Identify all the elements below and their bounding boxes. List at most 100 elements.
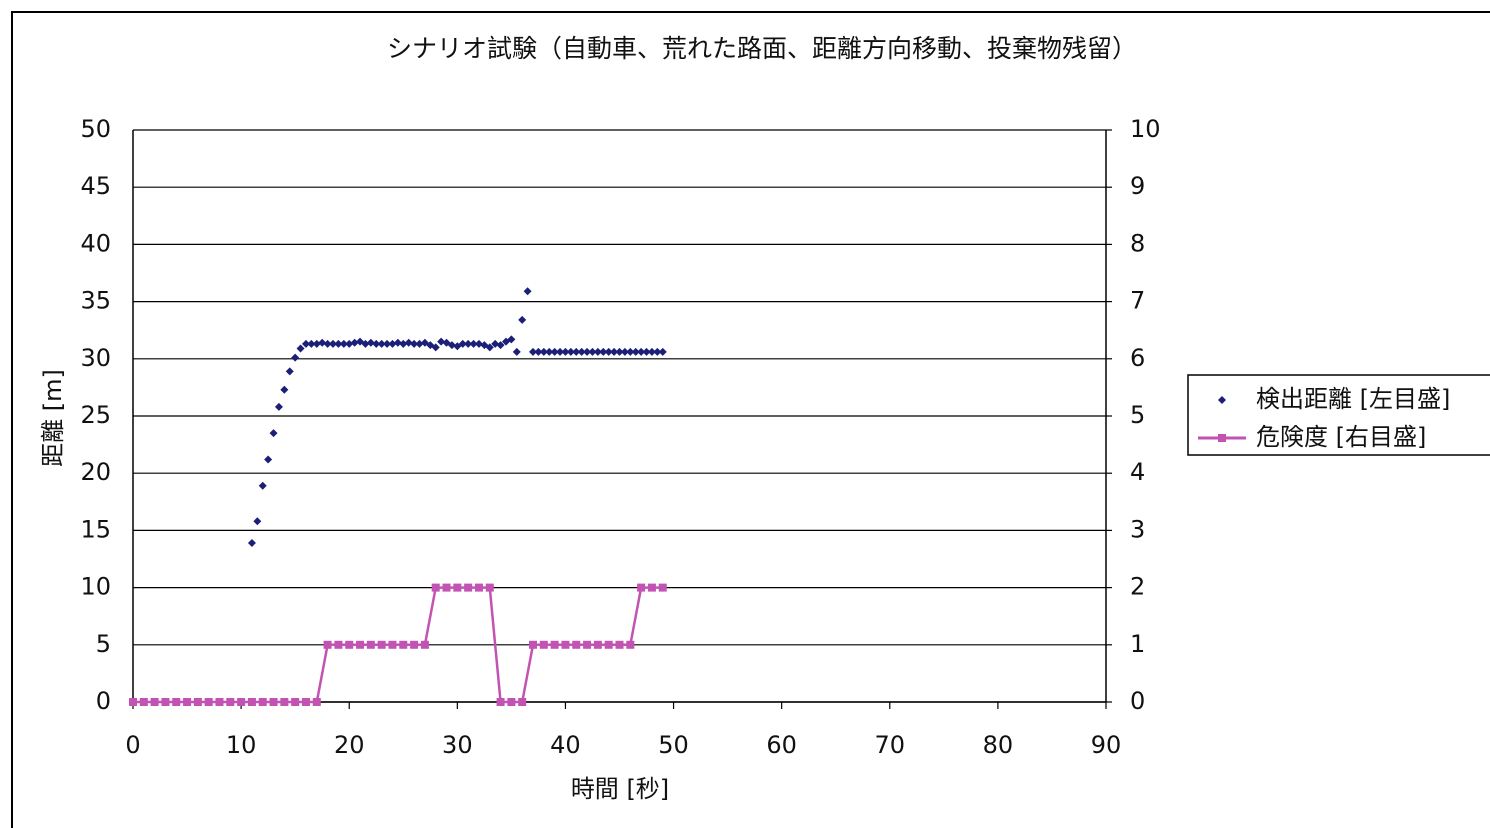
scatter-point (545, 347, 554, 356)
scatter-point (377, 339, 386, 348)
frame (11, 11, 1490, 828)
scatter-point (496, 341, 505, 350)
line-marker (453, 583, 462, 592)
y-tick-label: 20 (80, 458, 111, 486)
scatter-point (307, 339, 316, 348)
line-marker (312, 698, 321, 706)
scatter-point (388, 339, 397, 348)
line-marker (518, 698, 527, 706)
scatter-point (572, 347, 581, 356)
x-tick-label: 60 (766, 731, 797, 759)
x-tick-label: 0 (125, 731, 140, 759)
legend-marker (1218, 434, 1226, 442)
line-marker (139, 698, 148, 706)
x-tick-label: 80 (983, 731, 1014, 759)
scatter-point (399, 339, 408, 348)
line-marker (334, 640, 343, 649)
scatter-point (518, 315, 527, 324)
y2-tick-label: 6 (1130, 344, 1145, 372)
line-marker (420, 640, 429, 649)
line-marker (507, 698, 516, 706)
line-marker (550, 640, 559, 649)
scatter-point (345, 339, 354, 348)
x-tick-label: 30 (442, 731, 473, 759)
y2-tick-label: 0 (1130, 687, 1145, 715)
scatter-point (610, 347, 619, 356)
line-marker (247, 698, 256, 706)
scatter-point (372, 339, 381, 348)
scatter-point (339, 339, 348, 348)
line-marker (626, 640, 635, 649)
scatter-point (599, 347, 608, 356)
x-tick-label: 50 (658, 731, 689, 759)
scatter-point (361, 339, 370, 348)
line-marker (366, 640, 375, 649)
line-marker (258, 698, 267, 706)
line-marker (485, 583, 494, 592)
scatter-point (539, 347, 548, 356)
scatter-point (253, 517, 262, 526)
line-marker (593, 640, 602, 649)
y-tick-label: 0 (96, 687, 111, 715)
scatter-point (588, 347, 597, 356)
y2-tick-label: 10 (1130, 115, 1161, 143)
scatter-point (631, 347, 640, 356)
line-marker (561, 640, 570, 649)
scatter-point (474, 339, 483, 348)
y2-tick-label: 3 (1130, 515, 1145, 543)
line-marker (193, 698, 202, 706)
y-tick-label: 30 (80, 344, 111, 372)
scatter-point (269, 429, 278, 438)
scatter-point (658, 347, 667, 356)
scatter-point (247, 538, 256, 547)
y2-tick-label: 2 (1130, 573, 1145, 601)
line-marker (442, 583, 451, 592)
line-marker (161, 698, 170, 706)
scatter-point (280, 385, 289, 394)
scatter-point (318, 338, 327, 347)
line-marker (647, 583, 656, 592)
line-marker (356, 640, 365, 649)
line-marker (399, 640, 408, 649)
line-marker (129, 698, 137, 706)
scatter-point (404, 338, 413, 347)
scatter-point (593, 347, 602, 356)
scatter-point (334, 339, 343, 348)
scatter-point (464, 339, 473, 348)
y2-tick-label: 1 (1130, 630, 1145, 658)
y-tick-label: 5 (96, 630, 111, 658)
line-marker (583, 640, 592, 649)
y-tick-label: 15 (80, 515, 111, 543)
scatter-point (653, 347, 662, 356)
line-marker (410, 640, 419, 649)
chart-title: シナリオ試験（自動車、荒れた路面、距離方向移動、投棄物残留） (387, 34, 1137, 63)
y-tick-label: 40 (80, 229, 111, 257)
scatter-point (566, 347, 575, 356)
y2-tick-label: 4 (1130, 458, 1145, 486)
line-marker (280, 698, 289, 706)
scatter-point (556, 347, 565, 356)
scatter-point (534, 347, 543, 356)
scatter-point (415, 339, 424, 348)
line-marker (615, 640, 624, 649)
line-marker (183, 698, 192, 706)
line-marker (172, 698, 181, 706)
line-marker (269, 698, 278, 706)
line-marker (215, 698, 224, 706)
line-marker (529, 640, 538, 649)
scatter-point (637, 347, 646, 356)
scatter-point (523, 287, 532, 296)
line-marker (377, 640, 386, 649)
x-tick-label: 90 (1091, 731, 1122, 759)
x-tick-label: 20 (334, 731, 365, 759)
scatter-point (485, 343, 494, 352)
line-marker (496, 698, 505, 706)
scatter-point (626, 347, 635, 356)
scatter-point (620, 347, 629, 356)
scatter-point (458, 339, 467, 348)
scatter-point (647, 347, 656, 356)
line-marker (150, 698, 159, 706)
y2-tick-label: 9 (1130, 172, 1145, 200)
scatter-point (529, 347, 538, 356)
